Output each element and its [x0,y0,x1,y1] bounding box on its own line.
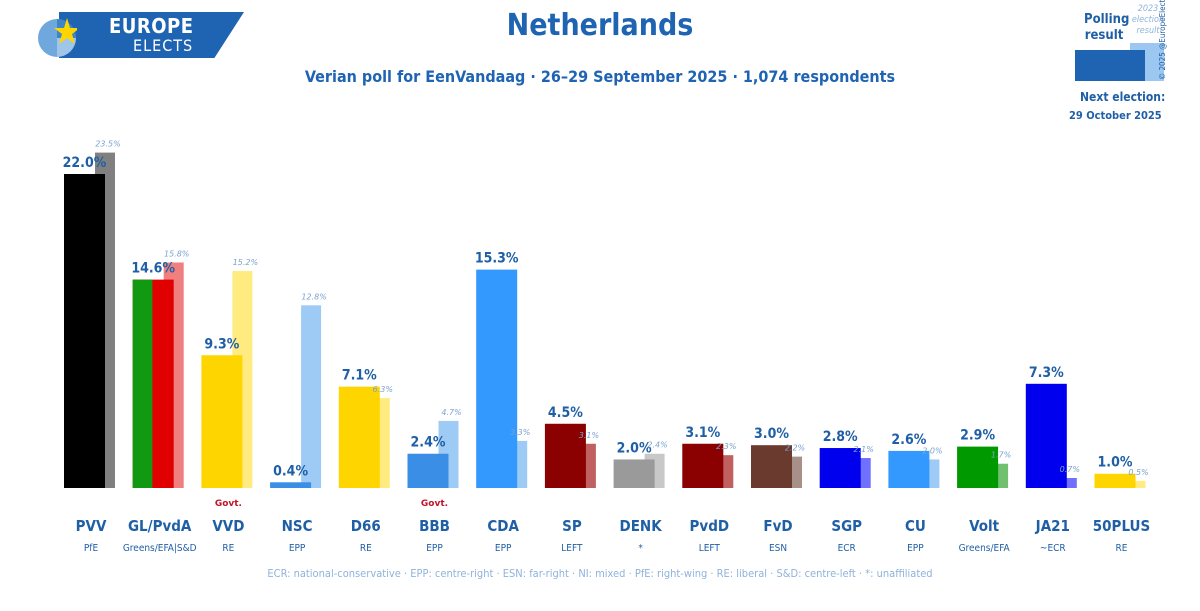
party-label-cu: CU [905,517,926,535]
group-label-sgp: ECR [838,543,856,554]
party-label-pvdd: PvdD [690,517,730,535]
logo-band [59,12,244,58]
party-label-denk: DENK [620,517,663,535]
bar-d66 [338,386,380,488]
bar-cda [476,269,518,488]
group-label-volt: Greens/EFA [959,543,1011,554]
party-label-volt: Volt [969,517,1000,535]
value-label-ja21: 7.3% [1029,365,1064,381]
group-label-sp: LEFT [561,543,583,554]
party-label-sgp: SGP [831,517,862,535]
party-label-nsc: NSC [282,517,313,535]
party-label-ja21: JA21 [1035,517,1070,535]
govt-label-vvd: Govt. [215,499,242,509]
group-footnote: ECR: national-conservative · EPP: centre… [267,567,933,580]
party-label-d66: D66 [351,517,381,535]
party-label-pvv: PVV [76,517,107,535]
bar-50plus [1094,473,1136,488]
bar-sp [544,423,586,488]
bar-bbb [407,453,449,488]
group-label-pvdd: LEFT [699,543,721,554]
prev-value-label-bbb: 4.7% [441,408,461,417]
logo-pie-icon [38,18,77,57]
value-label-50plus: 1.0% [1098,455,1133,471]
prev-value-label-denk: 2.4% [647,441,667,450]
bar-nsc [270,482,312,488]
group-label-d66: RE [360,543,372,554]
party-label-50plus: 50PLUS [1093,517,1150,535]
party-label-vvd: VVD [212,517,244,535]
group-label-bbb: EPP [426,543,443,554]
logo-text-elects: ELECTS [133,36,194,55]
group-label-gl-pvda: Greens/EFA|S&D [123,543,197,554]
bar-cu [888,450,930,488]
value-label-bbb: 2.4% [411,435,446,451]
bar-vvd [201,355,243,488]
value-label-gl-pvda: 14.6% [131,261,175,277]
party-label-bbb: BBB [419,517,450,535]
value-label-volt: 2.9% [960,428,995,444]
prev-bar-nsc [301,305,322,488]
value-label-sp: 4.5% [548,405,583,421]
prev-value-label-nsc: 12.8% [301,292,326,301]
bar-sgp [819,448,861,488]
bar-pvv [64,174,105,488]
party-label-sp: SP [562,517,582,535]
prev-value-label-volt: 1.7% [991,451,1011,460]
legend-polling-label: Polling result [1084,12,1130,43]
group-label-vvd: RE [222,543,234,554]
chart-title: Netherlands [506,8,694,43]
prev-value-label-50plus: 0.5% [1128,468,1148,477]
prev-value-label-cu: 2.0% [922,446,942,455]
group-label-fvd: ESN [769,543,787,554]
value-label-d66: 7.1% [342,368,377,384]
prev-value-label-pvv: 23.5% [95,140,120,149]
value-label-vvd: 9.3% [204,336,239,352]
prev-value-label-fvd: 2.2% [785,444,805,453]
group-label-nsc: EPP [289,543,306,554]
prev-value-label-d66: 6.3% [373,385,393,394]
prev-value-label-sp: 3.1% [579,431,599,440]
govt-label-bbb: Govt. [421,499,448,509]
prev-value-label-gl-pvda: 15.8% [164,249,189,258]
group-label-cu: EPP [907,543,924,554]
value-label-fvd: 3.0% [754,426,789,442]
group-label-50plus: RE [1116,543,1128,554]
group-label-ja21: ~ECR [1040,543,1066,554]
logo-text-europe: EUROPE [109,14,194,38]
party-label-gl-pvda: GL/PvdA [128,517,192,535]
bar-fvd [751,445,792,488]
value-label-cu: 2.6% [891,432,926,448]
value-label-pvv: 22.0% [63,155,107,171]
chart-subtitle: Verian poll for EenVandaag · 26–29 Septe… [304,67,896,86]
group-label-cda: EPP [495,543,512,554]
europe-elects-logo: EUROPE ELECTS [37,12,244,58]
bar-pvdd [682,443,724,488]
bar-denk [613,459,655,488]
value-label-pvdd: 3.1% [685,425,720,441]
value-label-denk: 2.0% [617,440,652,456]
prev-value-label-pvdd: 2.3% [716,442,736,451]
group-label-pvv: PfE [84,543,99,554]
legend-previous-label: 2023 election result [1131,4,1165,36]
legend-polling-swatch [1075,50,1145,81]
value-label-sgp: 2.8% [823,429,858,445]
group-label-denk: * [638,543,643,554]
prev-value-label-ja21: 0.7% [1060,465,1080,474]
prev-value-label-vvd: 15.2% [233,258,258,267]
prev-value-label-cda: 3.3% [510,428,530,437]
next-election-date: 29 October 2025 [1069,109,1162,122]
party-label-fvd: FvD [763,517,792,535]
party-label-cda: CDA [487,517,519,535]
next-election-label: Next election: [1080,90,1166,104]
value-label-nsc: 0.4% [273,463,308,479]
bar-gl-pvda-green-part [132,279,153,488]
prev-value-label-sgp: 2.1% [854,445,874,454]
bar-ja21 [1025,383,1067,488]
value-label-cda: 15.3% [475,251,519,267]
bar-volt [957,446,999,488]
